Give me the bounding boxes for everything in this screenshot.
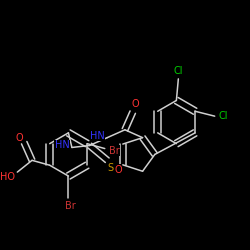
- Text: O: O: [16, 133, 23, 143]
- Text: S: S: [107, 163, 113, 173]
- Text: O: O: [114, 165, 122, 175]
- Text: Br: Br: [109, 146, 120, 156]
- Text: HO: HO: [0, 172, 15, 182]
- Text: HN: HN: [55, 140, 70, 150]
- Text: HN: HN: [90, 131, 105, 141]
- Text: Br: Br: [65, 202, 76, 211]
- Text: Cl: Cl: [219, 111, 228, 121]
- Text: Cl: Cl: [174, 66, 183, 76]
- Text: O: O: [132, 99, 140, 109]
